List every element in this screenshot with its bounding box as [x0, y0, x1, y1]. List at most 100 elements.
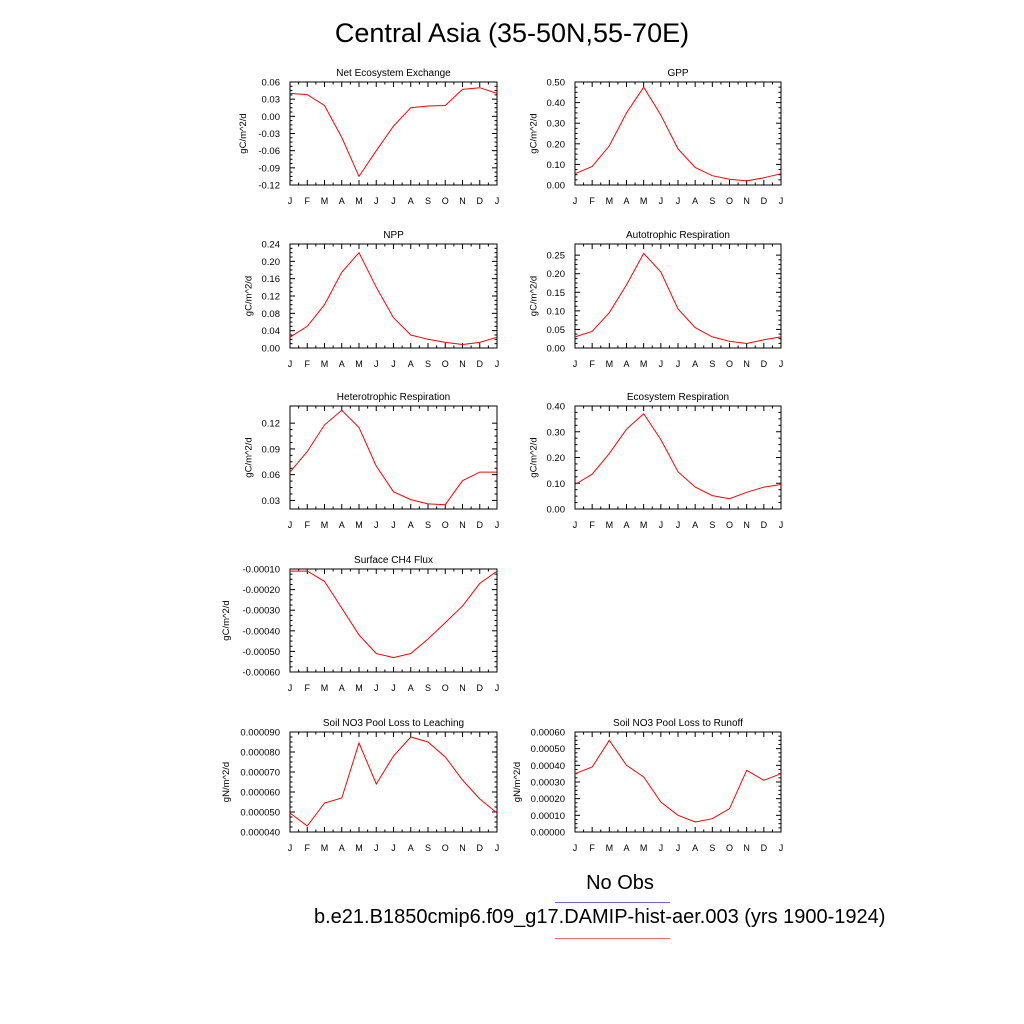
y-tick-label: 0.04	[262, 326, 281, 337]
y-tick-label: 0.000060	[240, 788, 280, 799]
x-tick-label: A	[408, 843, 414, 853]
x-tick-label: M	[321, 359, 329, 369]
y-tick-label: 0.000040	[240, 828, 280, 839]
x-tick-label: S	[709, 359, 715, 369]
y-axis-label: gC/m^2/d	[529, 276, 540, 316]
legend-model-label: b.e21.B1850cmip6.f09_g17.DAMIP-hist-aer.…	[314, 906, 886, 928]
x-tick-label: M	[355, 843, 363, 853]
x-tick-label: D	[761, 843, 768, 853]
x-tick-label: N	[743, 196, 750, 206]
x-tick-label: F	[305, 359, 311, 369]
x-tick-label: M	[355, 683, 363, 693]
y-axis-label: gN/m^2/d	[221, 762, 232, 802]
plot-frame	[289, 731, 498, 833]
y-tick-label: 0.25	[547, 251, 566, 262]
x-tick-label: J	[374, 843, 379, 853]
x-tick-label: J	[676, 843, 681, 853]
x-tick-label: N	[459, 683, 466, 693]
series-line	[574, 739, 782, 823]
x-tick-label: M	[321, 683, 329, 693]
x-tick-label: S	[425, 359, 431, 369]
x-tick-label: O	[726, 196, 733, 206]
y-tick-label: 0.15	[547, 288, 566, 299]
x-tick-label: S	[425, 843, 431, 853]
y-tick-label: 0.10	[547, 160, 566, 171]
series-line	[290, 570, 498, 659]
y-tick-label: -0.00030	[242, 606, 280, 617]
y-tick-label: 0.000080	[240, 748, 280, 759]
x-tick-label: J	[391, 359, 396, 369]
plot-frame	[574, 731, 782, 833]
x-tick-label: A	[339, 359, 345, 369]
x-tick-label: O	[442, 359, 449, 369]
panel-title: Soil NO3 Pool Loss to Leaching	[323, 718, 464, 729]
y-tick-label: 0.00000	[531, 828, 565, 839]
x-tick-label: O	[442, 196, 449, 206]
x-tick-label: A	[339, 683, 345, 693]
x-tick-label: A	[692, 843, 698, 853]
y-tick-label: 0.16	[262, 274, 281, 285]
x-tick-label: F	[305, 843, 311, 853]
x-tick-label: F	[589, 196, 595, 206]
x-tick-label: A	[408, 359, 414, 369]
x-tick-label: O	[726, 843, 733, 853]
x-tick-label: F	[305, 683, 311, 693]
series-line	[289, 251, 498, 346]
x-tick-label: M	[321, 196, 329, 206]
x-tick-label: S	[709, 196, 715, 206]
x-tick-label: J	[779, 196, 784, 206]
x-tick-label: M	[640, 359, 648, 369]
x-tick-label: A	[408, 520, 414, 530]
y-tick-label: 0.12	[262, 419, 281, 430]
x-tick-label: D	[477, 520, 484, 530]
y-tick-label: 0.00030	[531, 778, 565, 789]
y-tick-label: -0.09	[258, 163, 280, 174]
plot-frame	[289, 568, 498, 673]
x-tick-label: J	[495, 683, 500, 693]
y-tick-label: 0.06	[262, 470, 281, 481]
x-tick-label: F	[305, 196, 311, 206]
y-tick-label: -0.06	[258, 146, 280, 157]
y-axis-label: gC/m^2/d	[238, 113, 249, 153]
x-tick-label: A	[692, 520, 698, 530]
y-tick-label: -0.00020	[242, 585, 280, 596]
y-tick-label: 0.06	[262, 78, 281, 89]
x-tick-label: A	[623, 843, 629, 853]
x-tick-label: A	[623, 520, 629, 530]
x-tick-label: S	[425, 196, 431, 206]
y-tick-label: 0.40	[547, 402, 566, 413]
panel-title: NPP	[383, 230, 404, 241]
y-tick-label: 0.000070	[240, 768, 280, 779]
x-tick-label: J	[495, 843, 500, 853]
x-tick-label: M	[606, 196, 614, 206]
x-tick-label: J	[573, 359, 578, 369]
x-tick-label: S	[425, 683, 431, 693]
y-tick-label: 0.00	[262, 112, 281, 123]
y-tick-label: 0.05	[547, 325, 566, 336]
x-tick-label: J	[659, 359, 664, 369]
x-tick-label: M	[606, 520, 614, 530]
x-tick-label: N	[459, 359, 466, 369]
y-tick-label: -0.00060	[242, 668, 280, 679]
y-tick-label: 0.00040	[531, 761, 565, 772]
series-line	[289, 409, 497, 506]
x-tick-label: J	[676, 359, 681, 369]
panel-title: Autotrophic Respiration	[626, 230, 730, 241]
y-tick-label: 0.20	[547, 269, 566, 280]
y-tick-label: 0.03	[262, 95, 281, 106]
x-tick-label: M	[606, 359, 614, 369]
plot-frame	[289, 81, 498, 186]
y-axis-label: gN/m^2/d	[512, 762, 523, 802]
x-tick-label: S	[425, 520, 431, 530]
y-tick-label: 0.09	[262, 444, 281, 455]
series-line	[574, 252, 782, 345]
series-line	[289, 736, 498, 827]
y-tick-label: 0.00060	[531, 728, 565, 739]
x-tick-label: N	[743, 359, 750, 369]
y-tick-label: -0.00010	[242, 565, 280, 576]
x-tick-label: O	[442, 843, 449, 853]
y-tick-label: 0.00020	[531, 794, 565, 805]
x-tick-label: M	[355, 520, 363, 530]
y-tick-label: 0.03	[262, 496, 281, 507]
